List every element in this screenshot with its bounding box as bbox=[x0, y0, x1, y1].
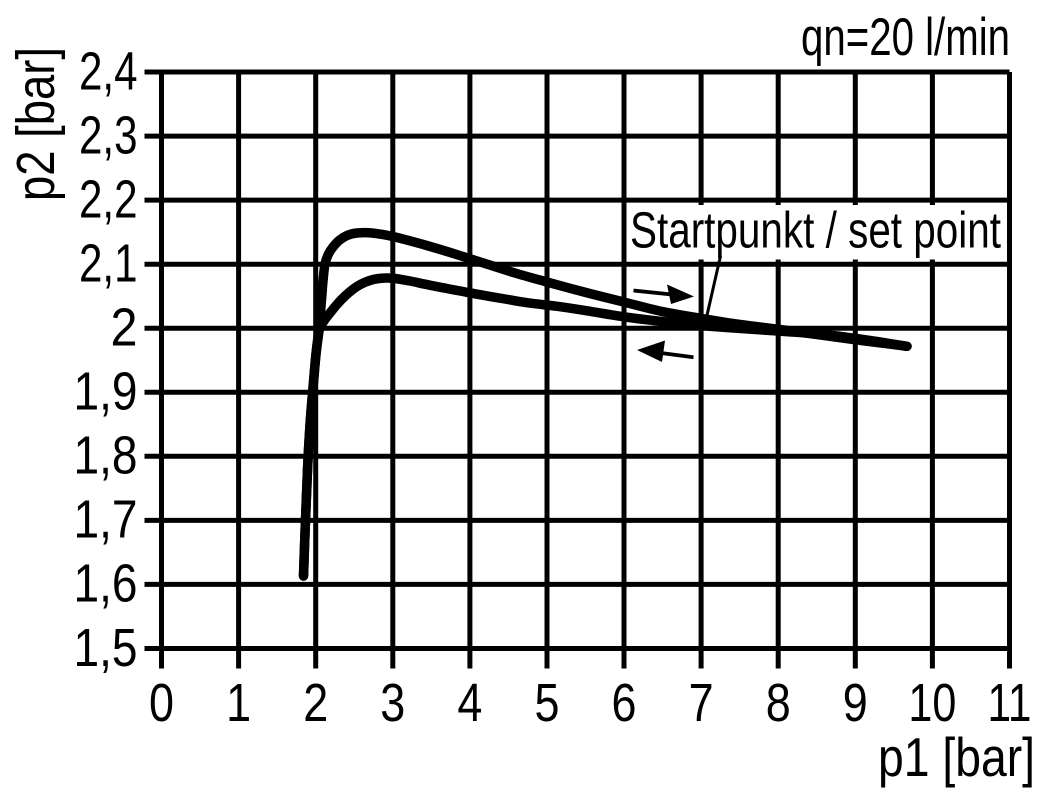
svg-text:qn=20 l/min: qn=20 l/min bbox=[801, 8, 1010, 67]
svg-text:p2 [bar]: p2 [bar] bbox=[6, 47, 66, 201]
svg-text:10: 10 bbox=[908, 673, 956, 733]
svg-text:1,7: 1,7 bbox=[74, 490, 138, 550]
svg-text:1,9: 1,9 bbox=[74, 362, 138, 422]
svg-text:2,2: 2,2 bbox=[79, 169, 138, 229]
svg-text:3: 3 bbox=[380, 673, 405, 733]
svg-text:Startpunkt / set point: Startpunkt / set point bbox=[630, 202, 1001, 259]
svg-text:1,6: 1,6 bbox=[74, 554, 138, 614]
svg-text:2,1: 2,1 bbox=[79, 234, 138, 294]
svg-text:8: 8 bbox=[766, 673, 791, 733]
svg-text:2,3: 2,3 bbox=[79, 105, 138, 165]
svg-text:11: 11 bbox=[988, 673, 1032, 733]
svg-text:6: 6 bbox=[612, 673, 637, 733]
svg-text:1: 1 bbox=[226, 673, 251, 733]
svg-text:0: 0 bbox=[149, 673, 174, 733]
svg-text:9: 9 bbox=[843, 673, 868, 733]
svg-text:5: 5 bbox=[535, 673, 560, 733]
svg-text:2,4: 2,4 bbox=[79, 41, 138, 101]
svg-text:2: 2 bbox=[303, 673, 328, 733]
svg-text:p1 [bar]: p1 [bar] bbox=[878, 726, 1035, 788]
svg-text:7: 7 bbox=[689, 673, 714, 733]
svg-text:1,5: 1,5 bbox=[74, 618, 138, 678]
svg-text:1,8: 1,8 bbox=[74, 426, 138, 486]
svg-text:4: 4 bbox=[457, 673, 482, 733]
svg-text:2: 2 bbox=[111, 298, 138, 358]
